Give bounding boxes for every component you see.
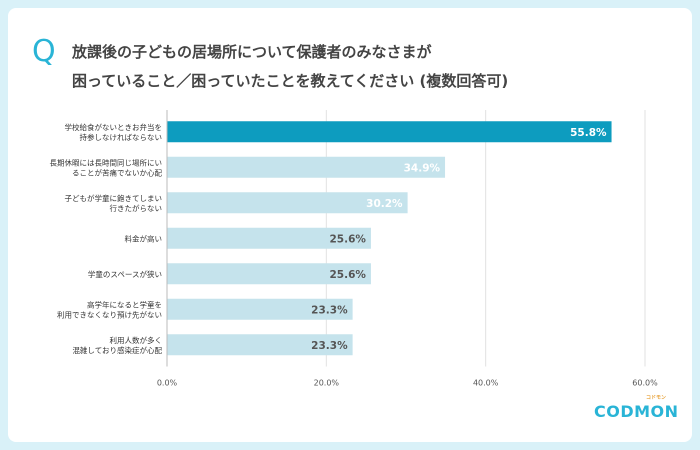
x-tick-label: 0.0% [157, 379, 178, 388]
title-line-2: 困っていること／困っていたことを教えてください (複数回答可) [72, 72, 509, 90]
logo-text: CODMON [594, 402, 679, 421]
chart-title: 放課後の子どもの居場所について保護者のみなさまが 困っていること／困っていたこと… [72, 38, 672, 96]
category-label: 学校給食がないときお弁当を [65, 122, 163, 132]
bar [167, 334, 353, 356]
category-label: 混雑しており感染症が心配 [72, 345, 162, 355]
value-label: 55.8% [570, 127, 607, 139]
category-label: 利用人数が多く [110, 335, 163, 345]
logo-subtext: コドモン [646, 395, 667, 401]
category-label: 持参しなければならない [80, 132, 163, 142]
value-label: 23.3% [311, 304, 348, 316]
title-line-1: 放課後の子どもの居場所について保護者のみなさまが [72, 43, 432, 61]
bar [167, 121, 612, 143]
bar [167, 298, 353, 320]
category-label: ることが苦痛でないか心配 [72, 167, 162, 177]
value-label: 25.6% [330, 233, 367, 245]
value-label: 34.9% [404, 162, 441, 174]
bar [167, 192, 408, 214]
category-label: 高学年になると学童を [87, 299, 162, 309]
category-label: 子どもが学童に飽きてしまい [65, 193, 163, 203]
value-label: 30.2% [366, 198, 403, 210]
bar [167, 156, 446, 178]
bar [167, 263, 371, 285]
chart-card [8, 8, 692, 442]
category-label: 行きたがらない [110, 203, 163, 213]
category-label: 料金が高い [125, 233, 163, 243]
category-label: 長期休暇には長時間同じ場所にい [50, 157, 163, 167]
value-label: 23.3% [311, 340, 348, 352]
question-mark: Q [32, 34, 56, 69]
x-tick-label: 40.0% [473, 379, 499, 388]
bar [167, 227, 371, 249]
value-label: 25.6% [330, 269, 367, 281]
codmon-logo: CODMON コドモン [594, 395, 679, 421]
category-label: 利用できなくなり預け先がない [57, 309, 162, 319]
x-tick-label: 60.0% [632, 379, 658, 388]
x-tick-label: 20.0% [314, 379, 340, 388]
category-label: 学童のスペースが狭い [88, 269, 162, 279]
